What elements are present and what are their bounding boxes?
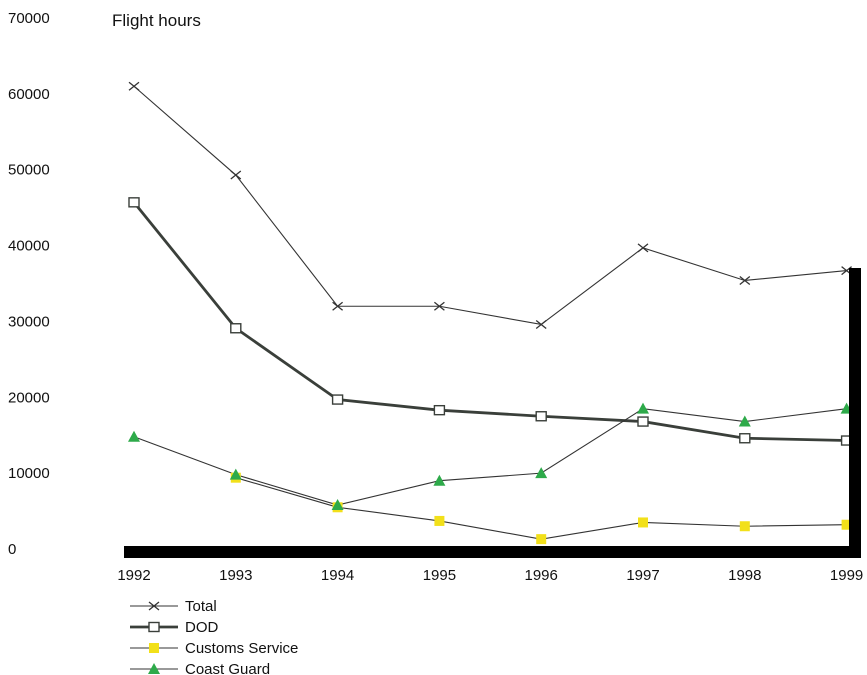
- data-point-total: [128, 81, 140, 91]
- data-point-coast-guard: [128, 430, 140, 442]
- y-tick-label: 0: [8, 541, 16, 558]
- legend-label-customs-service: Customs Service: [185, 640, 298, 657]
- x-tick-label: 1996: [525, 567, 558, 584]
- x-tick-label: 1992: [117, 567, 150, 584]
- y-tick-label: 20000: [8, 389, 50, 406]
- legend-label-total: Total: [185, 598, 217, 615]
- data-point-coast-guard: [331, 499, 344, 511]
- data-point-coast-guard: [637, 402, 649, 414]
- legend-marker-coast-guard: [148, 663, 160, 674]
- x-tick-label: 1994: [321, 567, 354, 584]
- data-point-dod: [637, 416, 649, 427]
- data-point-customs-service: [841, 519, 852, 530]
- data-point-total: [230, 170, 242, 180]
- data-point-total: [332, 301, 344, 311]
- x-axis-bar: [124, 546, 861, 558]
- right-axis-bar: [849, 268, 861, 558]
- y-axis-tick-labels: 0 10000 20000 30000 40000 50000 60000 70000: [8, 10, 50, 558]
- data-point-customs-service: [739, 521, 750, 532]
- data-point-customs-service: [536, 534, 547, 545]
- data-point-customs-service: [638, 517, 648, 528]
- data-point-dod: [128, 197, 140, 208]
- data-point-coast-guard: [535, 467, 548, 479]
- legend-label-coast-guard: Coast Guard: [185, 661, 270, 675]
- y-tick-label: 30000: [8, 313, 50, 330]
- x-axis-tick-labels: 1992 1993 1994 1995 1996 1997 1998 1999: [117, 567, 863, 584]
- legend: Total DOD Customs Service Coast Guard: [130, 598, 298, 675]
- data-point-total: [535, 319, 547, 329]
- chart-title: Flight hours: [112, 11, 201, 30]
- y-tick-label: 50000: [8, 162, 50, 179]
- x-tick-label: 1997: [626, 567, 659, 584]
- y-tick-label: 70000: [8, 10, 50, 27]
- x-tick-label: 1995: [423, 567, 456, 584]
- series-lines: [132, 85, 847, 540]
- y-tick-label: 10000: [8, 465, 50, 482]
- x-tick-label: 1998: [728, 567, 761, 584]
- data-point-dod: [739, 433, 751, 444]
- series-markers: [128, 81, 853, 545]
- data-point-total: [637, 243, 649, 253]
- legend-marker-customs-service: [149, 643, 159, 653]
- x-tick-label: 1999: [830, 567, 863, 584]
- series-line-total: [133, 85, 847, 326]
- series-line-customs-service: [235, 477, 847, 540]
- data-point-dod: [433, 404, 446, 416]
- series-line-dod: [132, 201, 847, 442]
- series-line-coast-guard: [133, 408, 847, 506]
- data-point-total: [739, 275, 751, 285]
- y-tick-label: 40000: [8, 238, 50, 255]
- y-tick-label: 60000: [8, 86, 50, 103]
- legend-marker-dod: [148, 621, 160, 633]
- data-point-coast-guard: [229, 468, 242, 480]
- data-point-coast-guard: [738, 415, 751, 427]
- data-point-dod: [535, 411, 547, 422]
- data-point-dod: [230, 323, 242, 334]
- data-point-customs-service: [434, 515, 445, 526]
- legend-marker-total: [148, 601, 160, 611]
- legend-label-dod: DOD: [185, 619, 219, 636]
- x-tick-label: 1993: [219, 567, 252, 584]
- data-point-total: [433, 301, 445, 311]
- data-point-coast-guard: [433, 474, 446, 486]
- data-point-dod: [331, 394, 344, 405]
